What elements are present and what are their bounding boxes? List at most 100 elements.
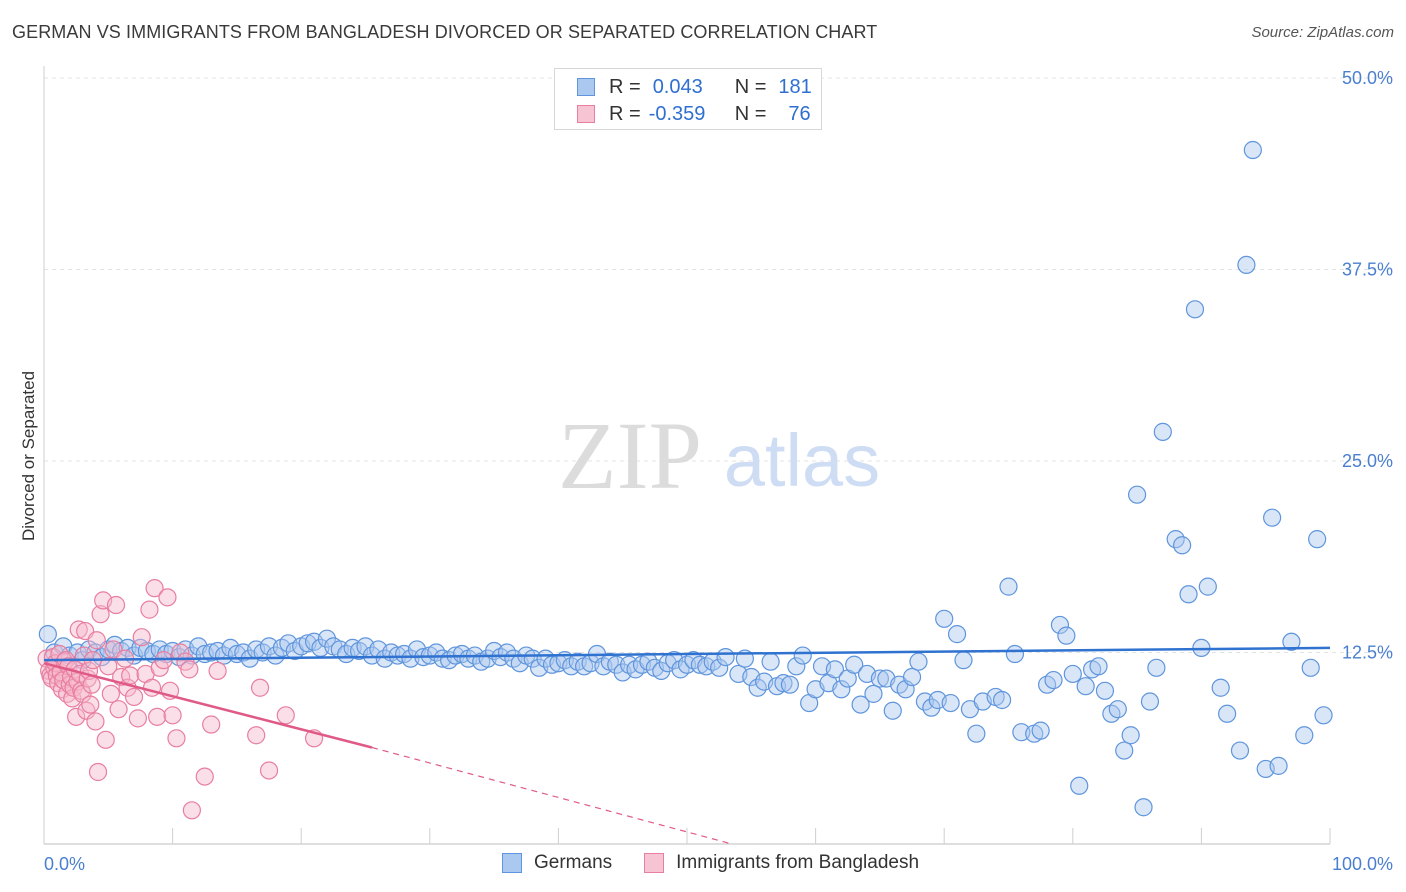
data-point-germans <box>902 667 922 687</box>
data-point-germans <box>1243 140 1262 160</box>
data-point-germans <box>1031 721 1050 740</box>
data-point-germans <box>787 657 806 676</box>
grid-lines <box>44 77 1392 653</box>
watermark: ZIP atlas <box>558 402 880 509</box>
data-point-bangladesh <box>82 675 101 694</box>
data-point-germans <box>1037 675 1057 694</box>
data-point-germans <box>909 652 928 671</box>
legend-item-germans: Germans <box>502 852 612 874</box>
data-point-bangladesh <box>140 600 159 619</box>
legend-swatch-bangladesh <box>644 853 665 873</box>
legend-label-germans: Germans <box>534 852 613 873</box>
data-point-germans <box>38 625 57 644</box>
legend-r-label: R = <box>609 75 641 98</box>
data-point-germans <box>1095 681 1115 700</box>
legend-n-label: N = <box>734 102 767 125</box>
data-point-bangladesh <box>124 687 144 707</box>
watermark-atlas: atlas <box>724 419 880 502</box>
data-point-germans <box>1153 422 1172 441</box>
data-point-germans <box>1127 485 1147 504</box>
data-point-bangladesh <box>202 715 221 734</box>
data-point-germans <box>1108 700 1127 719</box>
data-point-bangladesh <box>208 661 227 680</box>
y-tick-label: 37.5% <box>1342 260 1393 280</box>
data-point-bangladesh <box>145 579 164 598</box>
data-point-germans <box>677 655 697 674</box>
data-point-germans <box>832 680 851 699</box>
data-point-germans <box>864 684 883 703</box>
data-point-germans <box>1295 726 1314 745</box>
data-point-bangladesh <box>247 726 266 745</box>
data-point-bangladesh <box>99 657 118 676</box>
data-point-bangladesh <box>163 706 182 725</box>
data-point-germans <box>1057 626 1076 645</box>
legend-n-label: N = <box>734 75 767 98</box>
legend-row-germans: R = 0.043 N = 181 <box>577 74 812 100</box>
data-point-germans <box>1115 741 1134 760</box>
series-legend: Germans Immigrants from Bangladesh <box>502 852 951 874</box>
data-point-germans <box>1140 692 1160 711</box>
data-point-germans <box>935 609 954 628</box>
data-point-germans <box>1050 615 1070 635</box>
x-tick-label: 0.0% <box>44 854 85 874</box>
data-point-germans <box>1314 706 1333 725</box>
y-tick-label: 50.0% <box>1342 68 1393 88</box>
data-point-germans <box>1134 798 1153 817</box>
legend-n-value: 181 <box>778 75 812 98</box>
legend-row-bangladesh: R = -0.359 N = 76 <box>577 101 811 127</box>
tick-labels: 12.5% 25.0% 37.5% 50.0% 0.0% 100.0% <box>44 68 1393 874</box>
data-point-bangladesh <box>182 801 201 820</box>
data-point-germans <box>1044 670 1063 690</box>
data-point-germans <box>793 646 812 665</box>
data-point-germans <box>761 652 780 671</box>
data-point-germans <box>562 657 581 676</box>
data-point-germans <box>1063 664 1082 684</box>
data-point-germans <box>883 701 902 720</box>
trend-lines <box>43 646 1331 845</box>
data-point-germans <box>851 695 870 714</box>
data-point-bangladesh <box>81 695 100 714</box>
data-point-germans <box>1301 658 1320 677</box>
data-point-bangladesh <box>88 762 108 782</box>
y-axis-label: Divorced or Separated <box>19 371 38 541</box>
trend-line-bangladesh <box>43 662 373 749</box>
data-point-germans <box>999 577 1018 596</box>
legend-r-value: 0.043 <box>652 75 703 98</box>
trend-line-germans <box>43 646 1331 662</box>
data-point-germans <box>1185 300 1205 319</box>
data-point-bangladesh <box>86 712 105 731</box>
data-point-germans <box>1308 530 1327 549</box>
data-point-bangladesh <box>96 730 115 749</box>
data-point-bangladesh <box>259 761 279 780</box>
data-point-bangladesh <box>250 678 270 697</box>
data-point-bangladesh <box>106 595 126 615</box>
data-point-germans <box>845 655 864 674</box>
data-point-germans <box>1269 756 1288 775</box>
series-bangladesh <box>37 579 324 820</box>
data-point-germans <box>967 724 986 743</box>
data-point-germans <box>716 647 735 667</box>
data-point-germans <box>1198 577 1217 596</box>
legend-swatch-germans <box>502 853 522 873</box>
data-point-germans <box>774 674 793 693</box>
y-tick-label: 25.0% <box>1342 451 1393 471</box>
data-point-germans <box>954 651 973 670</box>
data-point-germans <box>1263 508 1282 527</box>
legend-n-value: 76 <box>788 102 811 125</box>
data-point-germans <box>1173 536 1192 555</box>
data-point-germans <box>825 660 844 679</box>
data-point-germans <box>1070 776 1089 795</box>
data-point-germans <box>947 625 967 644</box>
y-tick-label: 12.5% <box>1342 643 1393 663</box>
data-point-germans <box>1076 677 1095 696</box>
source-note: Source: ZipAtlas.com <box>1251 24 1394 41</box>
data-point-bangladesh <box>91 605 110 624</box>
data-point-bangladesh <box>101 684 120 703</box>
data-point-germans <box>1211 678 1230 697</box>
legend-item-bangladesh: Immigrants from Bangladesh <box>644 852 919 874</box>
data-point-germans <box>1121 726 1140 745</box>
data-point-bangladesh <box>132 628 151 647</box>
data-point-germans <box>1102 704 1121 723</box>
data-point-bangladesh <box>195 767 214 786</box>
